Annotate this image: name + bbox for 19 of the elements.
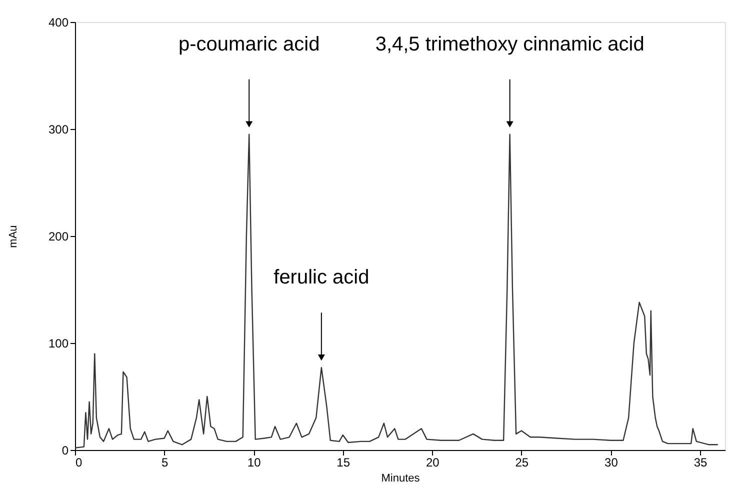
x-tick-label: 15 xyxy=(336,456,350,470)
x-tick-label: 5 xyxy=(161,456,168,470)
y-tick-label: 200 xyxy=(48,230,69,244)
annotation: p-coumaric acid xyxy=(178,33,320,56)
annotation: 3,4,5 trimethoxy cinnamic acid xyxy=(375,33,644,56)
y-tick-label: 100 xyxy=(48,336,69,350)
x-tick-label: 25 xyxy=(515,456,529,470)
x-tick-label: 35 xyxy=(694,456,708,470)
annotation: ferulic acid xyxy=(274,266,370,289)
x-axis-title: Minutes xyxy=(381,472,420,484)
x-tick-label: 0 xyxy=(76,456,82,470)
x-tick-label: 10 xyxy=(247,456,262,470)
x-tick-label: 30 xyxy=(604,456,618,470)
y-tick-label: 300 xyxy=(48,122,69,136)
y-axis-title: mAu xyxy=(7,225,20,248)
x-tick-label: 20 xyxy=(426,456,440,470)
line-series xyxy=(74,134,718,448)
y-tick-label: 400 xyxy=(48,16,69,30)
y-tick-label: 0 xyxy=(62,444,69,458)
